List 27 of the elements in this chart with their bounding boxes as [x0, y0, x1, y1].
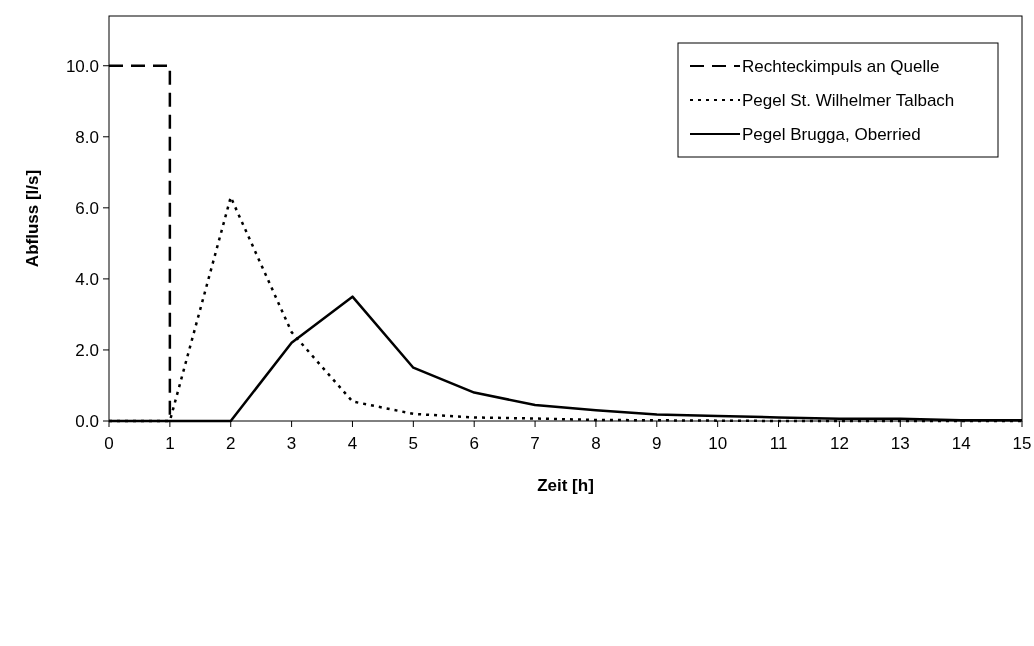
y-tick-label: 6.0 — [75, 198, 99, 218]
legend-label: Rechteckimpuls an Quelle — [742, 56, 940, 76]
x-tick-label: 6 — [469, 434, 479, 453]
y-tick-label: 0.0 — [75, 411, 99, 431]
y-tick-label: 4.0 — [75, 269, 99, 289]
y-tick-label: 2.0 — [75, 340, 99, 360]
legend-label: Pegel St. Wilhelmer Talbach — [742, 90, 955, 110]
x-tick-label: 1 — [165, 434, 175, 453]
x-tick-label: 15 — [1012, 434, 1032, 453]
x-tick-label: 13 — [890, 434, 910, 453]
y-axis-title: Abfluss [l/s] — [23, 169, 42, 268]
x-axis-title: Zeit [h] — [537, 476, 594, 495]
x-tick-label: 9 — [652, 434, 662, 453]
x-tick-label: 2 — [226, 434, 236, 453]
x-tick-label: 4 — [347, 434, 358, 453]
y-tick-label: 8.0 — [75, 127, 99, 147]
y-tick-label: 10.0 — [65, 56, 99, 76]
x-tick-label: 8 — [591, 434, 601, 453]
x-tick-label: 14 — [951, 434, 971, 453]
x-tick-label: 11 — [769, 434, 788, 453]
x-tick-label: 12 — [829, 434, 849, 453]
x-tick-label: 5 — [408, 434, 419, 453]
x-tick-label: 7 — [530, 434, 540, 453]
legend-label: Pegel Brugga, Oberried — [742, 124, 921, 144]
x-tick-label: 10 — [708, 434, 728, 453]
x-tick-label: 0 — [104, 434, 114, 453]
x-tick-label: 3 — [286, 434, 297, 453]
